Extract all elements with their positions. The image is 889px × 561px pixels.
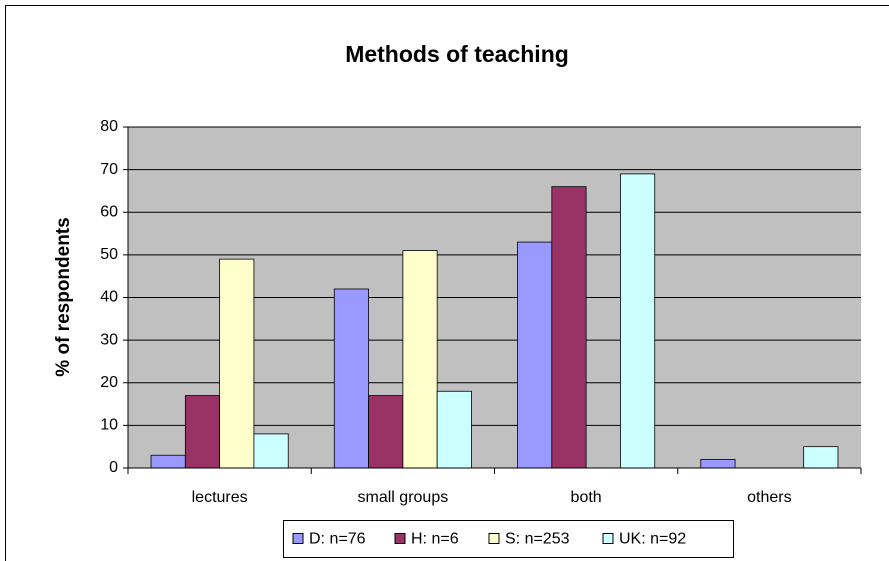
bar [253,433,289,469]
y-tick-label: 60 [100,203,118,220]
bar [436,390,472,469]
bar [333,288,369,469]
y-tick-label: 20 [100,374,118,391]
y-tick-label: 40 [100,289,118,306]
bar [700,459,736,469]
x-tick-label: both [571,489,602,506]
bar [219,258,255,469]
y-tick-label: 0 [109,459,118,476]
legend-swatch [602,533,614,544]
bar [368,395,404,469]
x-tick-label: small groups [358,489,449,506]
y-axis-label: % of respondents [53,217,74,376]
x-tick-label: lectures [192,489,248,506]
y-tick-label: 30 [100,331,118,348]
bar [150,454,186,469]
bar [620,173,656,469]
legend-label: D: n=76 [309,531,366,548]
chart-title: Methods of teaching [345,41,569,67]
legend-box [283,520,734,558]
legend-label: H: n=6 [411,531,459,548]
y-tick-label: 50 [100,246,118,263]
y-tick-label: 80 [100,118,118,135]
bar [184,395,221,469]
bar [402,250,438,469]
y-tick-label: 10 [100,417,118,434]
bar [551,186,587,469]
legend-label: UK: n=92 [619,531,686,548]
x-tick-label: others [747,489,791,506]
bar [803,446,839,469]
legend-swatch [394,533,406,544]
y-tick-label: 70 [100,161,118,178]
legend-swatch [292,533,304,544]
legend-label: S: n=253 [505,531,570,548]
bar [517,241,553,469]
legend-swatch [488,533,500,544]
